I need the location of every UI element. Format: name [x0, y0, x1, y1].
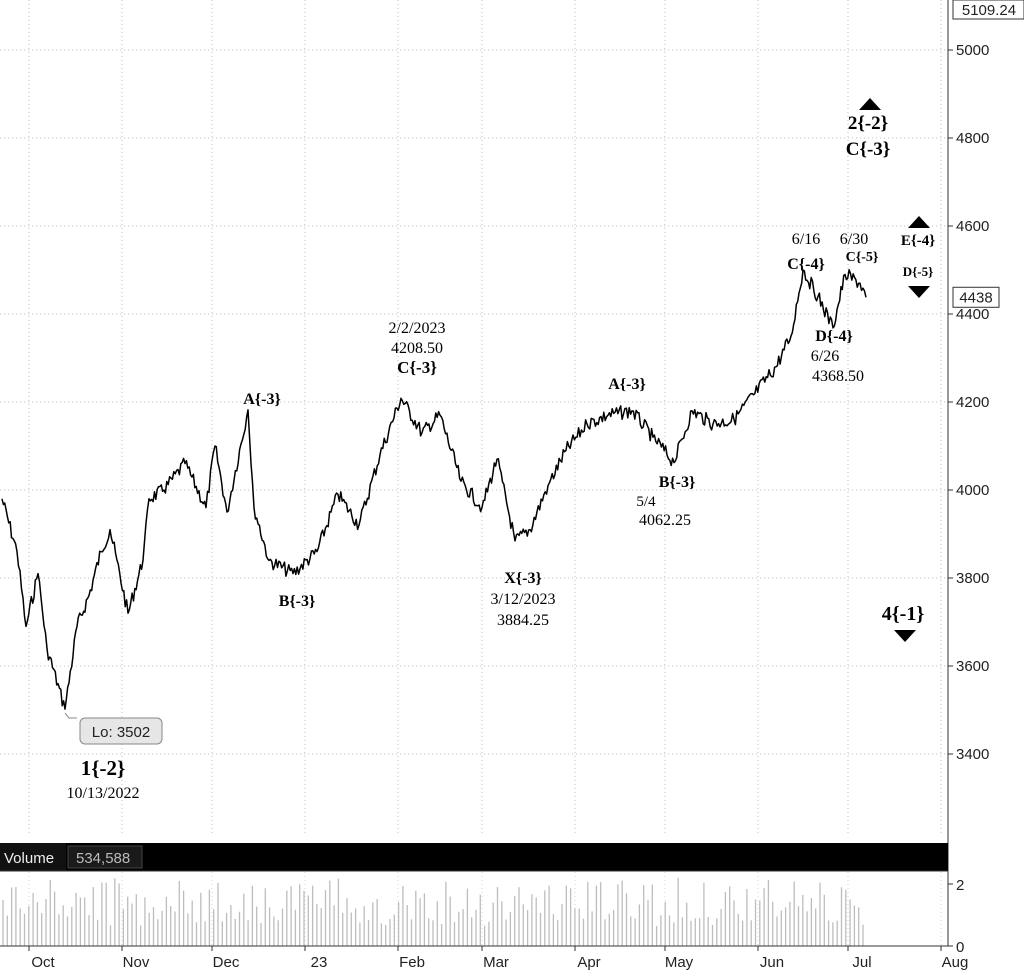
wave-label-line: C{-3}	[846, 139, 891, 160]
y-tick-label: 4800	[956, 130, 989, 147]
wave-label-line: 2/2/2023	[389, 320, 446, 337]
wave-label-line: C{-4}	[787, 256, 825, 273]
wave-label: A{-3}	[608, 376, 646, 393]
low-callout-label: Lo: 3502	[92, 724, 150, 741]
wave-label-line: 6/16	[792, 231, 820, 248]
wave-label-line: 2{-2}	[848, 113, 888, 134]
grid	[0, 0, 948, 946]
y-tick-label: 4600	[956, 218, 989, 235]
wave-label-line: 3/12/2023	[491, 591, 556, 608]
top-price-label: 5109.24	[962, 2, 1016, 19]
top-price-badge: 5109.24	[952, 0, 1024, 20]
x-tick-label: 23	[311, 954, 328, 971]
wave-label: 4{-1}	[882, 603, 925, 642]
wave-label-line: X{-3}	[504, 570, 542, 587]
volume-bars	[2, 878, 864, 946]
wave-label-line: 6/30	[840, 231, 868, 248]
wave-label: D{-5}	[903, 264, 933, 298]
last-price-label: 4438	[959, 289, 992, 306]
price-series	[1, 269, 867, 710]
volume-tick-label: 0	[956, 939, 964, 956]
wave-label-line: B{-3}	[659, 474, 696, 491]
y-tick-label: 3600	[956, 658, 989, 675]
x-tick-label: Apr	[577, 954, 600, 971]
price-line	[1, 269, 867, 710]
wave-label: X{-3} 3/12/2023 3884.25	[491, 570, 556, 629]
wave-label: 2{-2} C{-3}	[846, 98, 891, 160]
wave-label-line: 10/13/2022	[67, 785, 140, 802]
x-tick-label: Oct	[31, 954, 55, 971]
x-tick-label: Mar	[483, 954, 509, 971]
volume-value: 534,588	[76, 850, 130, 867]
wave-label-line: 3884.25	[497, 612, 549, 629]
wave-label-line: 4208.50	[391, 340, 443, 357]
wave-label-line: C{-3}	[397, 358, 437, 377]
time-axis[interactable]: Oct Nov Dec 23 Feb Mar Apr May Jun Jul Aug	[28, 946, 969, 971]
wave-label-line: A{-3}	[608, 376, 646, 393]
wave-label: B{-3}	[279, 593, 316, 610]
triangle-up-icon	[908, 216, 930, 228]
y-tick-label: 3800	[956, 570, 989, 587]
wave-label: E{-4}	[901, 216, 935, 249]
wave-label-line: A{-3}	[243, 391, 281, 408]
x-tick-label: Dec	[213, 954, 240, 971]
volume-tick-label: 2	[956, 877, 964, 894]
last-price-badge: 4438	[952, 286, 1000, 308]
x-tick-label: Feb	[399, 954, 425, 971]
wave-label: 6/30 C{-5}	[840, 231, 879, 265]
triangle-down-icon	[908, 286, 930, 298]
triangle-down-icon	[894, 630, 916, 642]
wave-label: 1{-2} 10/13/2022	[67, 756, 140, 802]
wave-label-line: D{-5}	[903, 264, 933, 279]
wave-label-line: 4{-1}	[882, 603, 925, 625]
wave-label: 2/2/2023 4208.50C{-3}	[389, 320, 446, 377]
wave-label-line: 6/26	[811, 348, 839, 365]
price-axis[interactable]: 5000 4800 4600 4400 4200 4000 3800 3600 3400	[948, 42, 989, 763]
wave-label: D{-4} 6/26 4368.50	[811, 328, 864, 385]
x-tick-label: May	[665, 954, 694, 971]
y-tick-label: 5000	[956, 42, 989, 59]
x-tick-label: Jul	[852, 954, 871, 971]
y-tick-label: 4200	[956, 394, 989, 411]
volume-label: Volume	[4, 850, 54, 867]
x-tick-label: Nov	[123, 954, 150, 971]
x-tick-label: Jun	[760, 954, 784, 971]
wave-label-line: B{-3}	[279, 593, 316, 610]
y-tick-label: 4400	[956, 306, 989, 323]
wave-label: 6/16 C{-4}	[787, 231, 825, 273]
wave-annotations: Lo: 3502 1{-2} 10/13/2022 A{-3} B{-3} 2/2/202…	[64, 98, 935, 802]
wave-label-line: E{-4}	[901, 233, 935, 249]
wave-label-line: D{-4}	[815, 328, 853, 345]
wave-label-line: 1{-2}	[81, 756, 126, 780]
y-tick-label: 3400	[956, 746, 989, 763]
wave-label-line: 5/4	[636, 494, 656, 510]
x-tick-label: Aug	[942, 954, 969, 971]
wave-label: B{-3}5/4 4062.25	[636, 474, 695, 529]
low-callout: Lo: 3502	[64, 712, 163, 745]
wave-label-line: C{-5}	[846, 250, 879, 265]
volume-header: Volume 534,588	[0, 843, 948, 871]
wave-label-line: 4368.50	[812, 368, 864, 385]
wave-label-line: 4062.25	[639, 512, 691, 529]
y-tick-label: 4000	[956, 482, 989, 499]
wave-label: A{-3}	[243, 391, 281, 408]
triangle-up-icon	[859, 98, 881, 110]
volume-axis: 20	[948, 877, 964, 956]
main-plot-area	[0, 0, 948, 836]
